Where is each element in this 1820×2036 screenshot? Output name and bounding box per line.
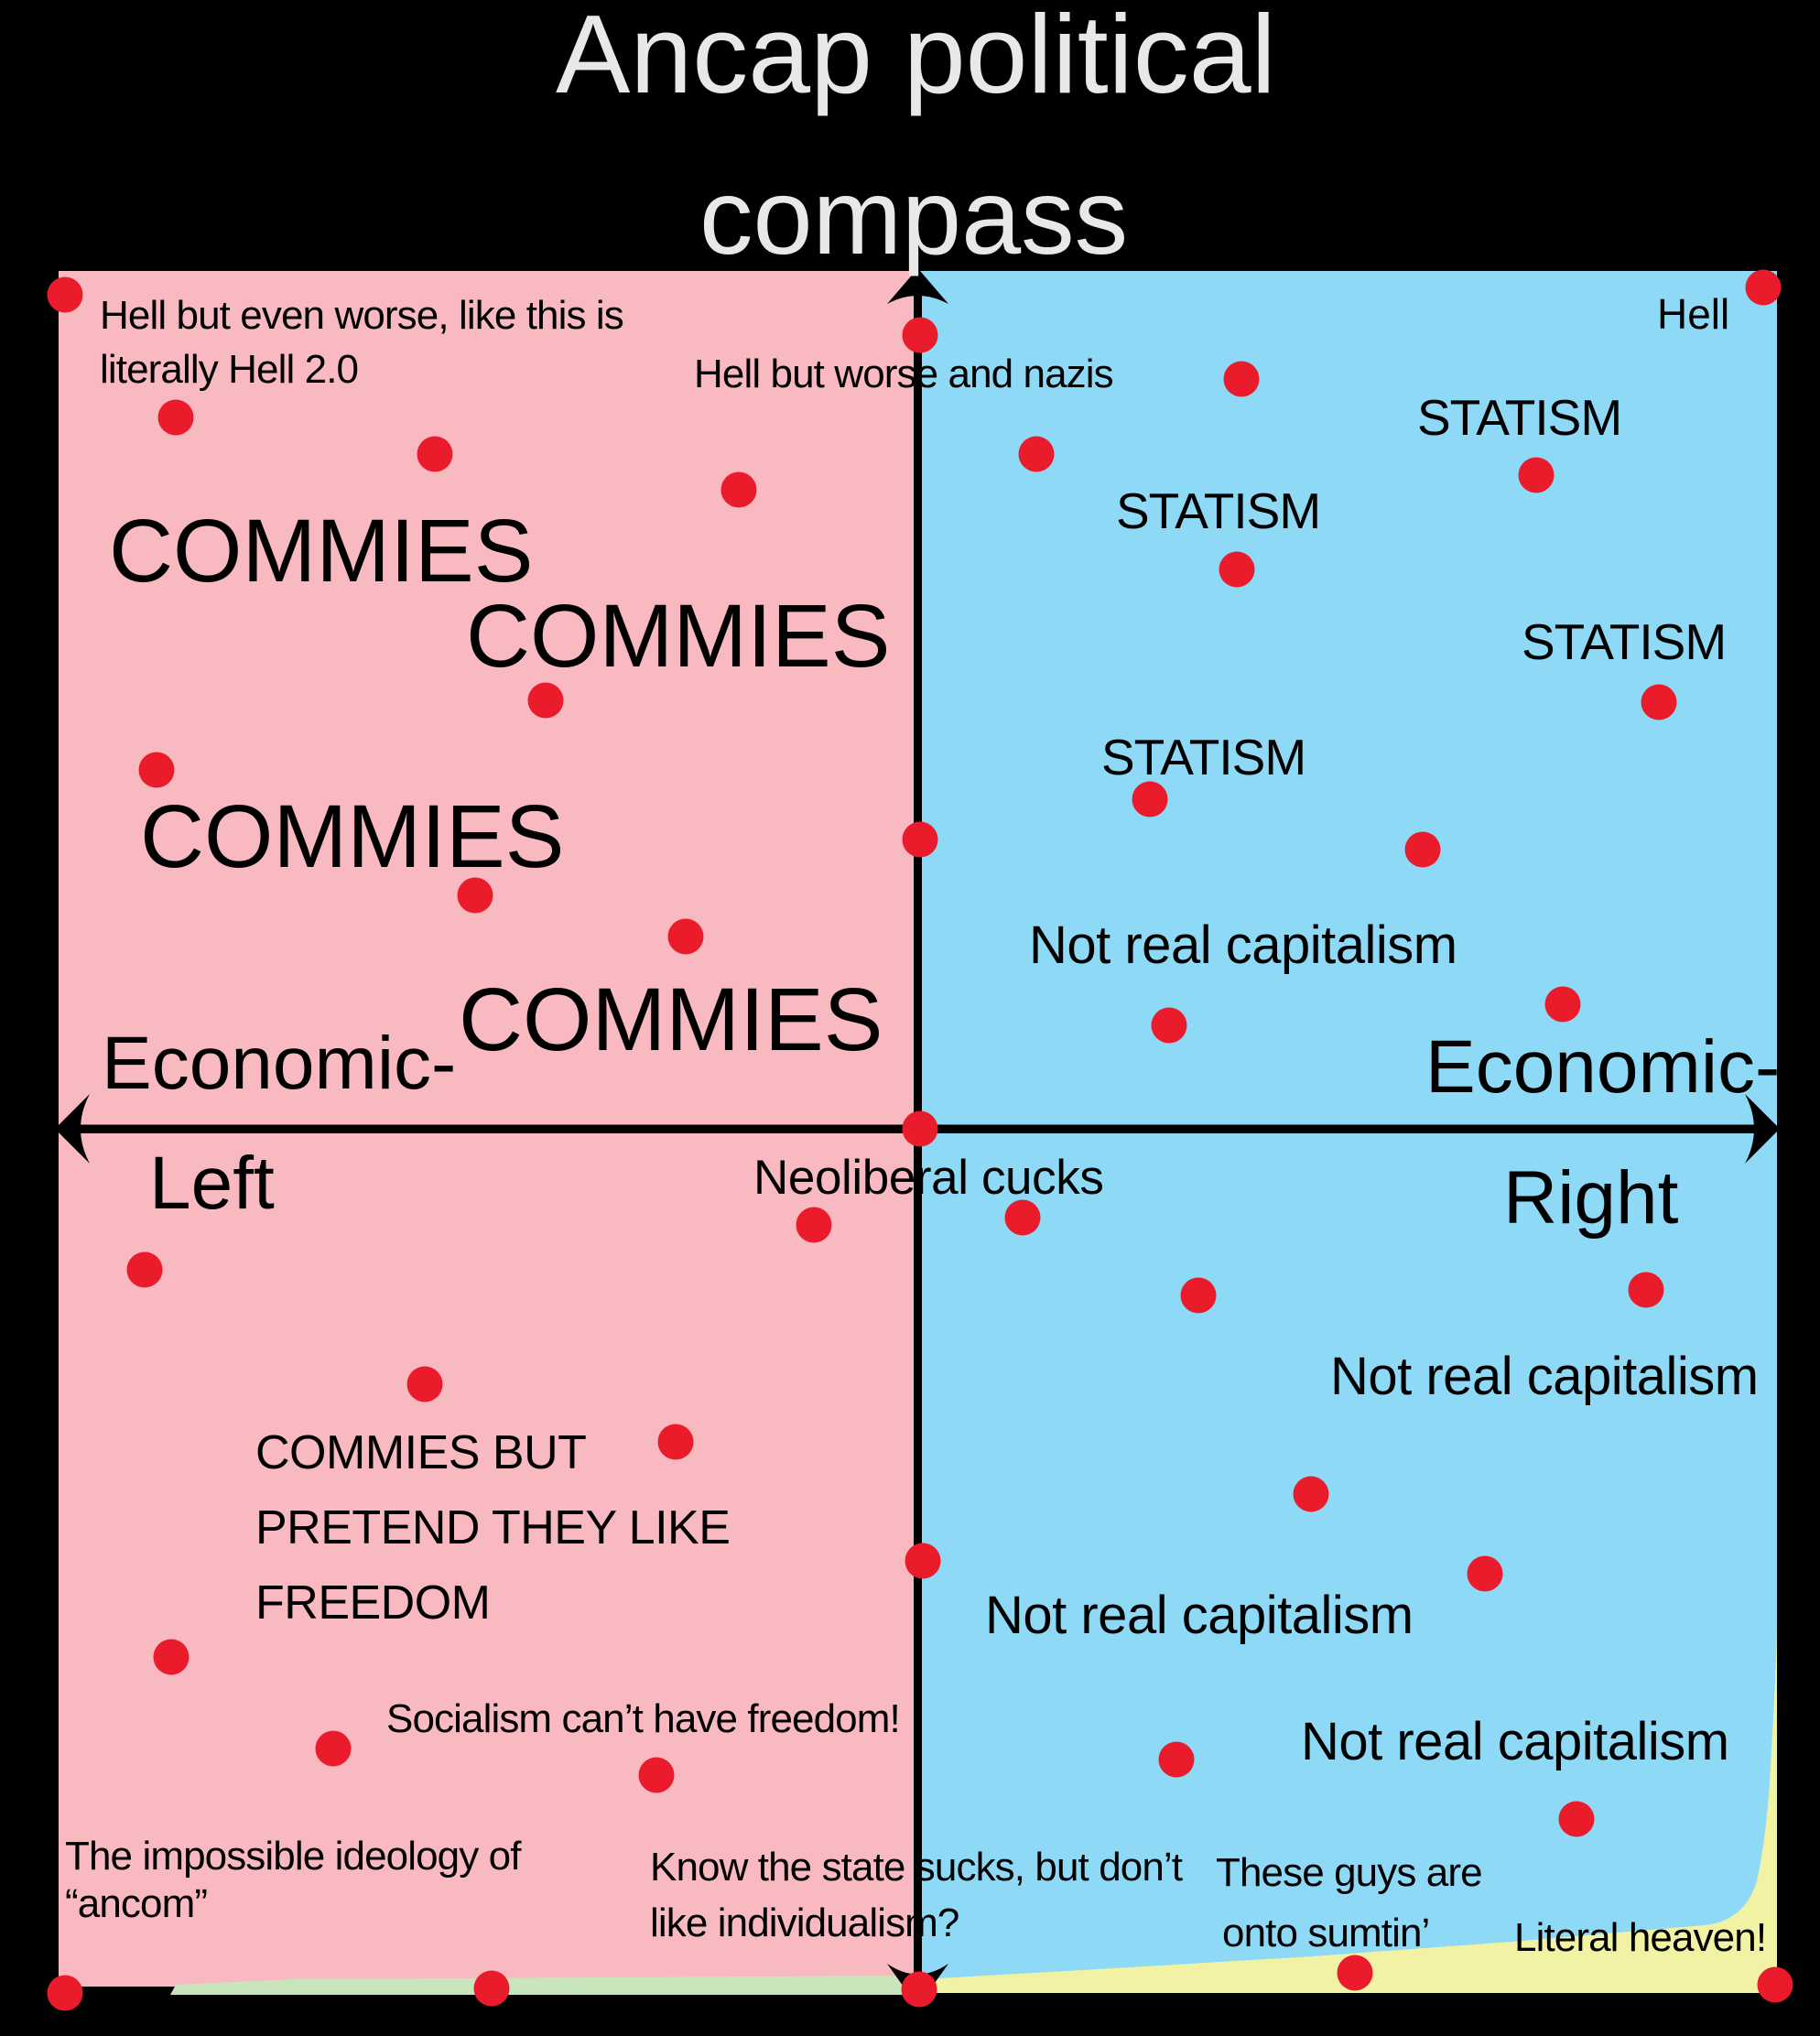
svg-text:STATISM: STATISM xyxy=(1417,389,1621,446)
svg-text:COMMIES: COMMIES xyxy=(140,786,564,886)
svg-text:Not real capitalism: Not real capitalism xyxy=(1029,915,1457,975)
svg-text:Literal heaven!: Literal heaven! xyxy=(1514,1915,1766,1960)
svg-text:onto sumtin’: onto sumtin’ xyxy=(1222,1911,1429,1955)
svg-text:COMMIES: COMMIES xyxy=(109,501,533,601)
svg-text:STATISM: STATISM xyxy=(1522,613,1726,670)
svg-text:Socialism can’t have freedom!: Socialism can’t have freedom! xyxy=(386,1696,900,1741)
svg-text:Hell but worse and nazis: Hell but worse and nazis xyxy=(694,352,1113,396)
svg-text:Left: Left xyxy=(149,1142,275,1225)
svg-text:Know the state sucks, but don’: Know the state sucks, but don’t xyxy=(650,1845,1183,1890)
svg-text:COMMIES: COMMIES xyxy=(459,969,883,1069)
svg-text:FREEDOM: FREEDOM xyxy=(255,1576,491,1630)
svg-text:COMMIES BUT: COMMIES BUT xyxy=(255,1426,586,1479)
svg-text:Hell but even worse, like this: Hell but even worse, like this is xyxy=(100,293,623,338)
svg-text:Not real capitalism: Not real capitalism xyxy=(1330,1347,1759,1406)
svg-text:Ancap political: Ancap political xyxy=(556,0,1276,116)
svg-text:The impossible ideology of: The impossible ideology of xyxy=(65,1834,522,1879)
svg-text:Economic-: Economic- xyxy=(102,1022,456,1105)
svg-text:PRETEND THEY LIKE: PRETEND THEY LIKE xyxy=(255,1501,730,1554)
svg-text:compass: compass xyxy=(699,157,1128,276)
svg-text:COMMIES: COMMIES xyxy=(466,586,890,686)
svg-text:Right: Right xyxy=(1503,1156,1679,1240)
svg-text:“ancom”: “ancom” xyxy=(65,1881,207,1926)
svg-text:Neoliberal cucks: Neoliberal cucks xyxy=(753,1151,1103,1205)
svg-text:Hell: Hell xyxy=(1657,290,1729,338)
svg-text:Economic-: Economic- xyxy=(1425,1025,1780,1109)
svg-text:STATISM: STATISM xyxy=(1101,729,1305,785)
svg-text:like individualism?: like individualism? xyxy=(650,1901,959,1945)
svg-text:literally Hell 2.0: literally Hell 2.0 xyxy=(100,347,358,392)
svg-text:Not real capitalism: Not real capitalism xyxy=(985,1586,1414,1645)
svg-text:These guys are: These guys are xyxy=(1216,1850,1482,1895)
svg-text:STATISM: STATISM xyxy=(1116,482,1320,539)
svg-text:Not real capitalism: Not real capitalism xyxy=(1301,1712,1729,1771)
